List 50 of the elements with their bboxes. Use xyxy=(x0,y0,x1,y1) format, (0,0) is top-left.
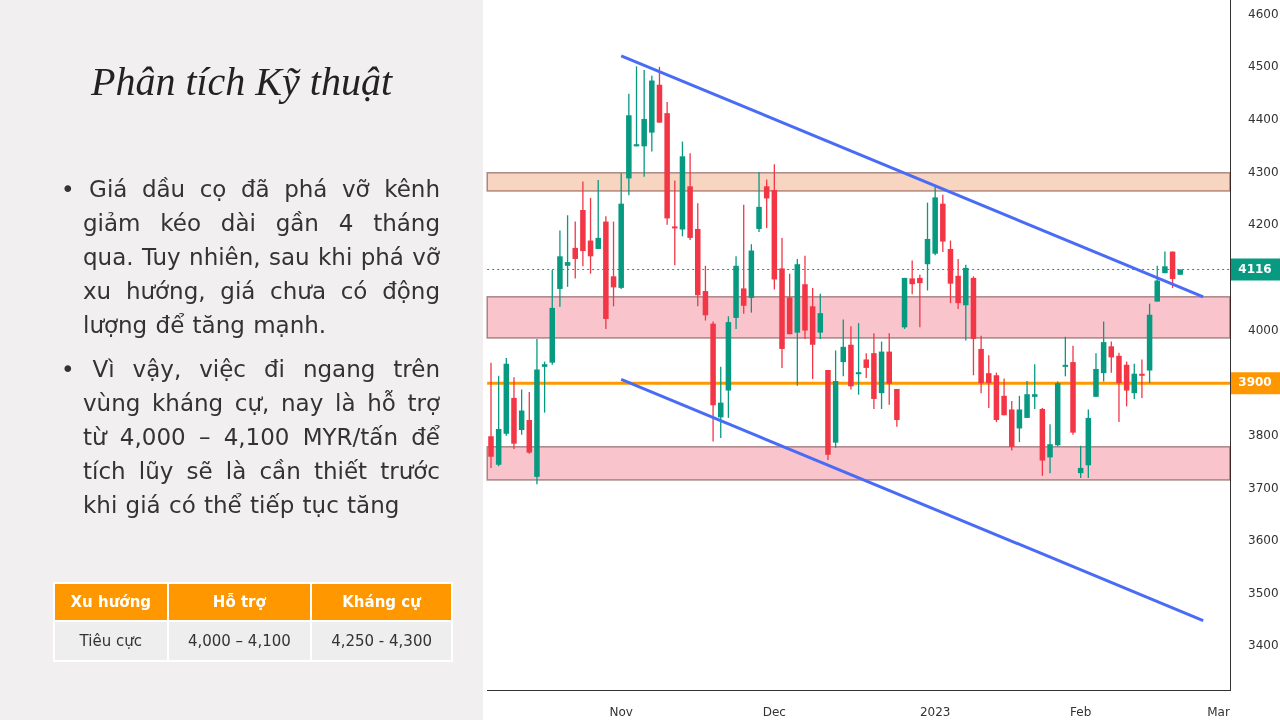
text: Kháng cự xyxy=(311,583,452,621)
text: • Giá dầu cọ đã phá vỡ kênh giảm kéo dài gần 4 tháng qua. Tuy nhiên, sau khi phá vỡ xu hướng, giá chưa có động lượng để tăng mạnh. xyxy=(61,175,440,340)
y-tick-label: 4600 xyxy=(1248,6,1279,21)
candlestick xyxy=(817,293,824,340)
x-tick-label: 2023 xyxy=(919,705,951,720)
candlestick xyxy=(855,322,862,396)
y-tick-label: 3600 xyxy=(1248,533,1279,548)
candlestick xyxy=(740,204,747,315)
ref-line-label: 4116 xyxy=(1238,261,1272,276)
candlestick xyxy=(917,274,923,329)
candlestick xyxy=(1001,377,1007,416)
y-tick-label: 4500 xyxy=(1248,59,1279,74)
text: 4,250 - 4,300 xyxy=(311,621,452,661)
candlestick xyxy=(763,178,770,229)
candlestick xyxy=(1139,358,1145,399)
y-tick-label: 3700 xyxy=(1248,480,1279,495)
candlestick xyxy=(672,179,678,266)
x-tick-label: Mar xyxy=(1207,705,1230,720)
candlestick xyxy=(1047,423,1053,474)
candlestick xyxy=(1062,336,1069,377)
candlestick xyxy=(488,361,494,469)
candlestick xyxy=(1024,380,1030,419)
candlestick xyxy=(756,171,762,233)
text: Hỗ trợ xyxy=(167,583,312,621)
y-tick-label: 3400 xyxy=(1248,638,1279,653)
x-tick-label: Nov xyxy=(609,705,633,720)
ref-line-label: 3900 xyxy=(1238,375,1272,390)
candlestick xyxy=(986,354,992,409)
y-tick-label: 4000 xyxy=(1248,322,1279,337)
candlestick xyxy=(1016,395,1023,443)
text: Phân tích Kỹ thuật xyxy=(89,58,394,105)
y-tick-label: 4300 xyxy=(1248,164,1279,179)
candlestick xyxy=(610,220,617,307)
candlestick xyxy=(1108,340,1115,374)
candlestick xyxy=(863,352,869,379)
y-tick-label: 3800 xyxy=(1248,427,1279,442)
x-tick-label: Dec xyxy=(762,705,786,720)
text: • Vì vậy, việc đi ngang trên vùng kháng cự, nay là hỗ trợ từ 4,000 – 4,100 MYR/tấn để tích lũy sẽ là cần thiết trước khi giá có thể tiếp tục tăng xyxy=(61,355,440,520)
candlestick xyxy=(595,179,601,250)
candlestick xyxy=(1031,363,1038,410)
text: 4,000 – 4,100 xyxy=(167,621,312,661)
text: Xu hướng xyxy=(54,583,168,621)
y-tick-label: 4200 xyxy=(1248,217,1279,232)
y-tick-label: 4400 xyxy=(1248,112,1279,127)
x-tick-label: Feb xyxy=(1070,705,1092,720)
candlestick xyxy=(572,220,578,280)
candlestick xyxy=(541,360,548,414)
candlestick xyxy=(909,259,915,295)
text: Tiêu cực xyxy=(54,621,168,661)
y-tick-label: 3500 xyxy=(1248,585,1279,600)
